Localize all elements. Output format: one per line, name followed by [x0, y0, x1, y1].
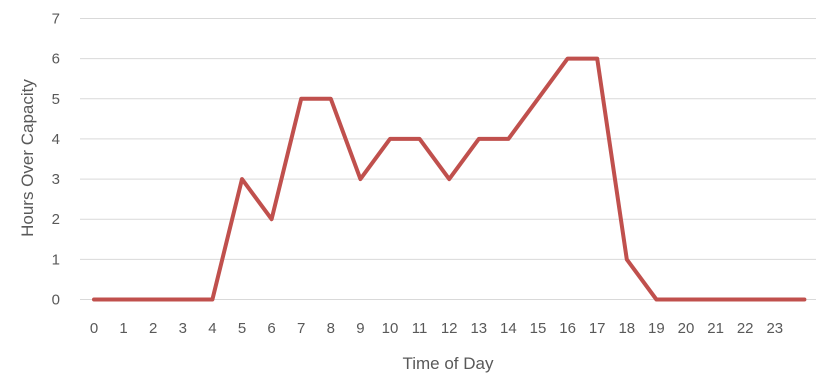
y-tick-label: 1 [52, 251, 60, 268]
y-tick-label: 3 [52, 171, 60, 188]
series-layer [92, 56, 807, 302]
y-axis-ticks: 0 1 2 3 4 5 6 7 [52, 11, 60, 309]
series-line [92, 56, 807, 302]
x-tick-label: 7 [297, 320, 305, 337]
x-tick-label: 13 [470, 320, 487, 337]
x-tick-label: 17 [589, 320, 606, 337]
x-tick-label: 2 [149, 320, 157, 337]
x-tick-label: 3 [179, 320, 187, 337]
x-tick-label: 20 [678, 320, 695, 337]
x-tick-label: 18 [618, 320, 635, 337]
x-tick-label: 16 [559, 320, 576, 337]
gridlines [80, 18, 816, 300]
x-tick-label: 12 [441, 320, 458, 337]
x-tick-label: 22 [737, 320, 754, 337]
x-axis-title: Time of Day [402, 354, 494, 373]
x-tick-label: 23 [766, 320, 783, 337]
x-tick-label: 4 [208, 320, 216, 337]
x-tick-label: 9 [356, 320, 364, 337]
y-tick-label: 7 [52, 11, 60, 28]
y-tick-label: 0 [52, 292, 60, 309]
y-tick-label: 4 [52, 131, 60, 148]
x-tick-label: 21 [707, 320, 724, 337]
y-tick-label: 5 [52, 91, 60, 108]
x-tick-label: 14 [500, 320, 517, 337]
x-tick-label: 10 [382, 320, 399, 337]
x-tick-label: 8 [327, 320, 335, 337]
x-tick-label: 19 [648, 320, 665, 337]
x-axis-ticks: 0 1 2 3 4 5 6 7 8 9 10 11 12 13 14 15 16 17 18 19 20 21 22 23 [90, 320, 783, 337]
y-axis-title: Hours Over Capacity [18, 79, 37, 237]
x-tick-label: 5 [238, 320, 246, 337]
y-tick-label: 6 [52, 51, 60, 68]
x-tick-label: 0 [90, 320, 98, 337]
x-tick-label: 15 [530, 320, 547, 337]
x-tick-label: 6 [267, 320, 275, 337]
x-tick-label: 11 [412, 320, 428, 337]
x-tick-label: 1 [119, 320, 127, 337]
y-tick-label: 2 [52, 211, 60, 228]
